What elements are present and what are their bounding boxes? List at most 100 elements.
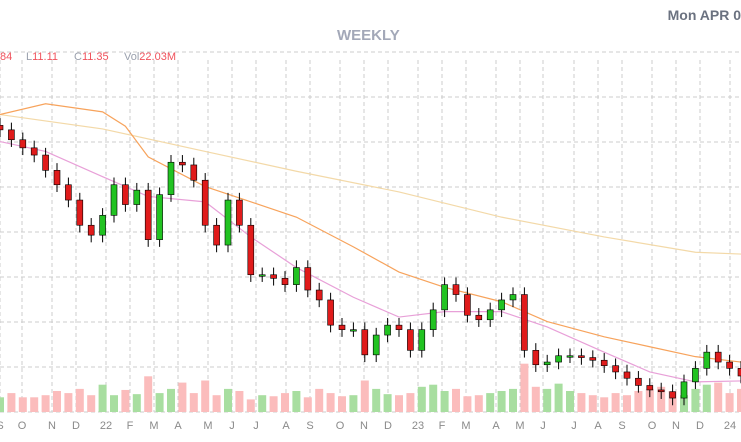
candle-body bbox=[395, 324, 403, 330]
volume-bar bbox=[543, 388, 552, 412]
candle-body bbox=[0, 125, 4, 131]
volume-bar bbox=[486, 393, 495, 412]
volume-bar bbox=[566, 391, 574, 412]
candle-body bbox=[555, 355, 562, 363]
candle-body bbox=[384, 324, 391, 336]
volume-bar bbox=[121, 389, 130, 412]
candle-body bbox=[578, 355, 585, 358]
candle-body bbox=[429, 309, 437, 330]
candle-body bbox=[600, 359, 608, 366]
x-tick-label: J bbox=[253, 420, 259, 432]
volume-bar bbox=[224, 388, 232, 412]
volume-bar bbox=[212, 395, 221, 412]
x-tick-label: M bbox=[515, 420, 524, 432]
volume-bar bbox=[326, 393, 335, 412]
period-title: WEEKLY bbox=[337, 27, 400, 44]
volume-bar bbox=[737, 388, 741, 412]
volume-bar bbox=[41, 395, 50, 412]
volume-bar bbox=[520, 363, 529, 412]
x-tick-label: D bbox=[696, 420, 704, 432]
candle-body bbox=[133, 189, 141, 205]
candle-body bbox=[99, 215, 106, 236]
candle-body bbox=[407, 329, 414, 351]
candle-body bbox=[350, 329, 357, 332]
candle-body bbox=[441, 284, 448, 311]
volume-bar bbox=[725, 393, 734, 412]
volume-bar bbox=[0, 397, 4, 412]
x-tick-label: N bbox=[672, 420, 680, 432]
volume-bar bbox=[30, 397, 39, 412]
volume-bar bbox=[509, 388, 517, 412]
candle-body bbox=[635, 377, 642, 386]
volume-bar bbox=[372, 388, 381, 412]
volume-bar bbox=[395, 395, 403, 412]
volume-bar bbox=[87, 395, 96, 412]
candle-body bbox=[87, 224, 95, 236]
volume-bar bbox=[303, 397, 312, 412]
volume-label: Vol bbox=[124, 51, 140, 63]
volume-bar bbox=[657, 386, 666, 412]
candle-body bbox=[680, 381, 688, 399]
x-tick-label: O bbox=[336, 420, 345, 432]
candle-body bbox=[612, 365, 619, 373]
volume-bar bbox=[623, 395, 631, 412]
volume-bar bbox=[691, 388, 700, 412]
volume-bar bbox=[588, 395, 597, 412]
x-tick-label: O bbox=[648, 420, 657, 432]
candle-body bbox=[179, 161, 186, 166]
volume-bar bbox=[110, 395, 118, 412]
candle-body bbox=[589, 357, 597, 361]
volume-bar bbox=[155, 393, 164, 412]
x-tick-label: N bbox=[48, 420, 56, 432]
volume-bar bbox=[634, 391, 643, 412]
x-tick-label: M bbox=[149, 420, 158, 432]
volume-bar bbox=[144, 376, 153, 412]
volume-bar bbox=[167, 388, 175, 412]
volume-bar bbox=[600, 397, 609, 412]
candle-body bbox=[53, 170, 61, 186]
candle-body bbox=[304, 267, 312, 291]
candle-body bbox=[156, 194, 163, 240]
volume-value: 22.03M bbox=[139, 51, 176, 63]
volume-bar bbox=[64, 393, 73, 412]
candle-body bbox=[498, 299, 505, 311]
volume-bar bbox=[702, 384, 711, 412]
candle-body bbox=[532, 350, 540, 366]
volume-bar bbox=[235, 391, 244, 412]
candle-body bbox=[486, 309, 494, 321]
volume-bar bbox=[98, 384, 107, 412]
candle-body bbox=[737, 368, 741, 377]
candle-body bbox=[201, 179, 209, 226]
low-label: L bbox=[26, 51, 33, 63]
volume-bar bbox=[349, 395, 358, 412]
candle-body bbox=[247, 224, 255, 276]
x-tick-label: S bbox=[0, 420, 4, 432]
volume-bar bbox=[417, 386, 426, 412]
candle-body bbox=[418, 329, 426, 351]
volume-bar bbox=[269, 396, 278, 412]
candle-body bbox=[144, 189, 152, 240]
moving-average-short-line bbox=[0, 140, 741, 383]
x-tick-label: M bbox=[461, 420, 470, 432]
x-tick-label: S bbox=[306, 420, 313, 432]
low-readout: L11.11 bbox=[26, 51, 58, 63]
date-label: Mon APR 0 bbox=[667, 7, 741, 23]
volume-bar bbox=[360, 380, 369, 412]
volume-bar bbox=[7, 393, 16, 412]
volume-readout: Vol22.03M bbox=[124, 51, 176, 63]
volume-bar bbox=[53, 391, 61, 412]
candle-body bbox=[8, 129, 15, 141]
x-tick-label: S bbox=[618, 420, 625, 432]
volume-bar bbox=[497, 391, 506, 412]
volume-bar bbox=[281, 393, 289, 412]
volume-bar bbox=[440, 391, 449, 412]
volume-bar bbox=[178, 382, 187, 412]
volume-bar bbox=[201, 380, 210, 412]
x-tick-label: A bbox=[282, 420, 290, 432]
candle-body bbox=[236, 199, 243, 226]
candle-body bbox=[726, 361, 733, 369]
volume-bar bbox=[292, 391, 301, 412]
volume-bar bbox=[645, 388, 654, 412]
x-tick-label: O bbox=[18, 420, 27, 432]
